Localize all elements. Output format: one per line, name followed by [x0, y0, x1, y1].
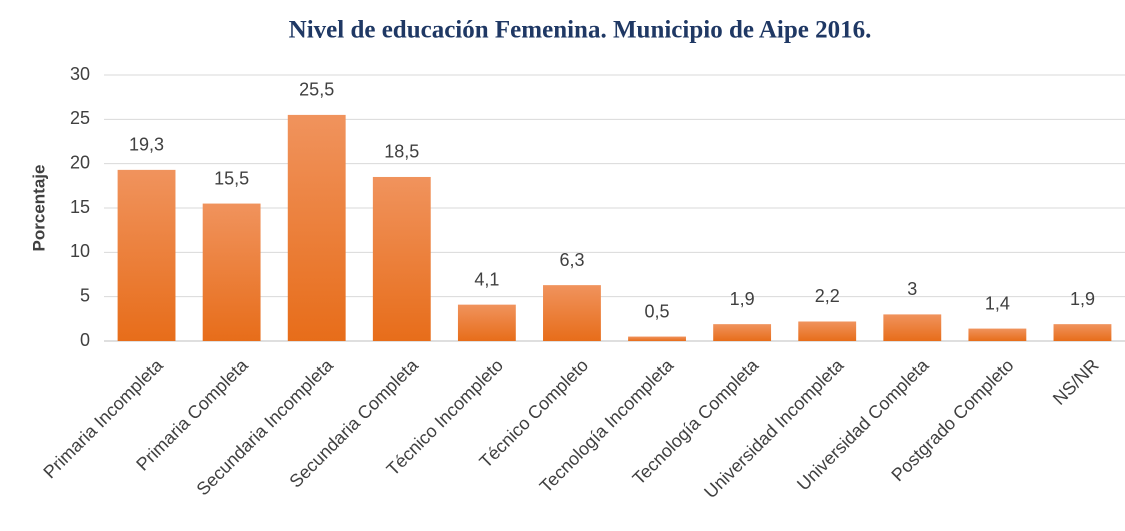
x-tick-label: Secundaria Incompleta: [193, 354, 338, 499]
bar: [202, 203, 261, 341]
y-tick-label: 30: [70, 64, 90, 84]
bar: [798, 321, 857, 341]
bar: [883, 314, 942, 341]
data-label: 6,3: [559, 250, 584, 270]
bar: [287, 114, 346, 342]
bar: [713, 324, 772, 341]
bar: [968, 328, 1027, 341]
bar: [457, 304, 516, 341]
y-tick-label: 15: [70, 197, 90, 217]
x-tick-label: NS/NR: [1049, 355, 1103, 409]
bar: [543, 285, 601, 341]
data-label: 18,5: [384, 142, 419, 162]
y-tick-label: 5: [80, 285, 90, 305]
data-label: 0,5: [645, 301, 670, 321]
data-label: 3: [907, 279, 917, 299]
data-label: 25,5: [299, 80, 334, 100]
x-tick-label: Universidad Incompleta: [700, 354, 848, 502]
bar: [1053, 324, 1112, 341]
y-tick-label: 0: [80, 330, 90, 350]
data-label: 1,9: [730, 289, 755, 309]
data-label: 2,2: [815, 286, 840, 306]
y-tick-label: 10: [70, 241, 90, 261]
chart-title: Nivel de educación Femenina. Municipio d…: [289, 17, 872, 44]
data-label: 19,3: [129, 135, 164, 155]
bar: [628, 336, 686, 341]
data-label: 15,5: [214, 168, 249, 188]
y-tick-label: 20: [70, 152, 90, 172]
bar: [117, 169, 176, 341]
data-label: 1,9: [1070, 289, 1095, 309]
data-label: 4,1: [474, 269, 499, 289]
y-axis-label: Porcentaje: [29, 165, 48, 252]
y-tick-label: 25: [70, 108, 90, 128]
bar: [372, 176, 431, 341]
data-label: 1,4: [985, 293, 1010, 313]
